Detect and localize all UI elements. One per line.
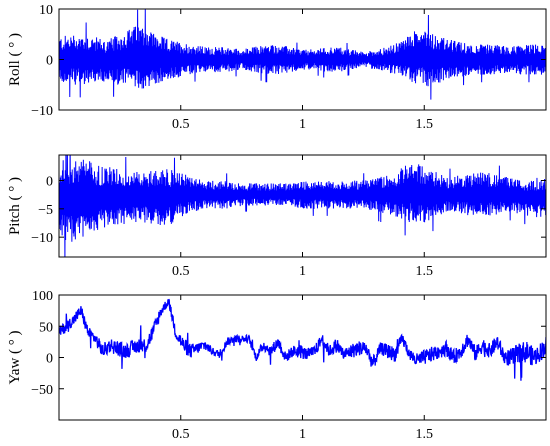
y-tick-label: −10 bbox=[31, 104, 53, 119]
y-tick-label: 0 bbox=[46, 352, 53, 367]
y-tick-label: 0 bbox=[46, 175, 53, 190]
y-tick-label: 0 bbox=[46, 54, 53, 69]
y-tick-label: −10 bbox=[31, 231, 53, 246]
x-tick-label: 1.5 bbox=[416, 264, 434, 279]
x-tick-label: 1 bbox=[299, 117, 306, 132]
series-line-1 bbox=[59, 9, 546, 100]
y-axis-label: Roll ( ° ) bbox=[7, 33, 23, 86]
panel-1: 0.5 1 1.5 10 0 −10 Roll ( ° ) bbox=[7, 3, 547, 132]
x-tick-label: 0.5 bbox=[172, 117, 190, 132]
y-axis-label: Pitch ( ° ) bbox=[7, 177, 23, 235]
x-tick-label: 1 bbox=[299, 264, 306, 279]
y-tick-label: 100 bbox=[32, 289, 53, 304]
x-tick-label: 1.5 bbox=[416, 427, 434, 442]
y-axis-label: Yaw ( ° ) bbox=[7, 330, 23, 384]
x-tick-label: 1.5 bbox=[416, 117, 434, 132]
y-tick-label: 10 bbox=[39, 3, 53, 18]
series-line-1 bbox=[59, 298, 546, 381]
series-line-1 bbox=[59, 155, 546, 257]
y-tick-label: −50 bbox=[31, 383, 53, 398]
panel-2: 0.5 1 1.5 0 −5 −10 Pitch ( ° ) bbox=[7, 154, 547, 279]
x-tick-label: 1 bbox=[299, 427, 306, 442]
x-tick-label: 0.5 bbox=[172, 264, 190, 279]
y-tick-label: −5 bbox=[38, 203, 53, 218]
y-tick-label: 50 bbox=[39, 320, 53, 335]
x-tick-label: 0.5 bbox=[172, 427, 190, 442]
